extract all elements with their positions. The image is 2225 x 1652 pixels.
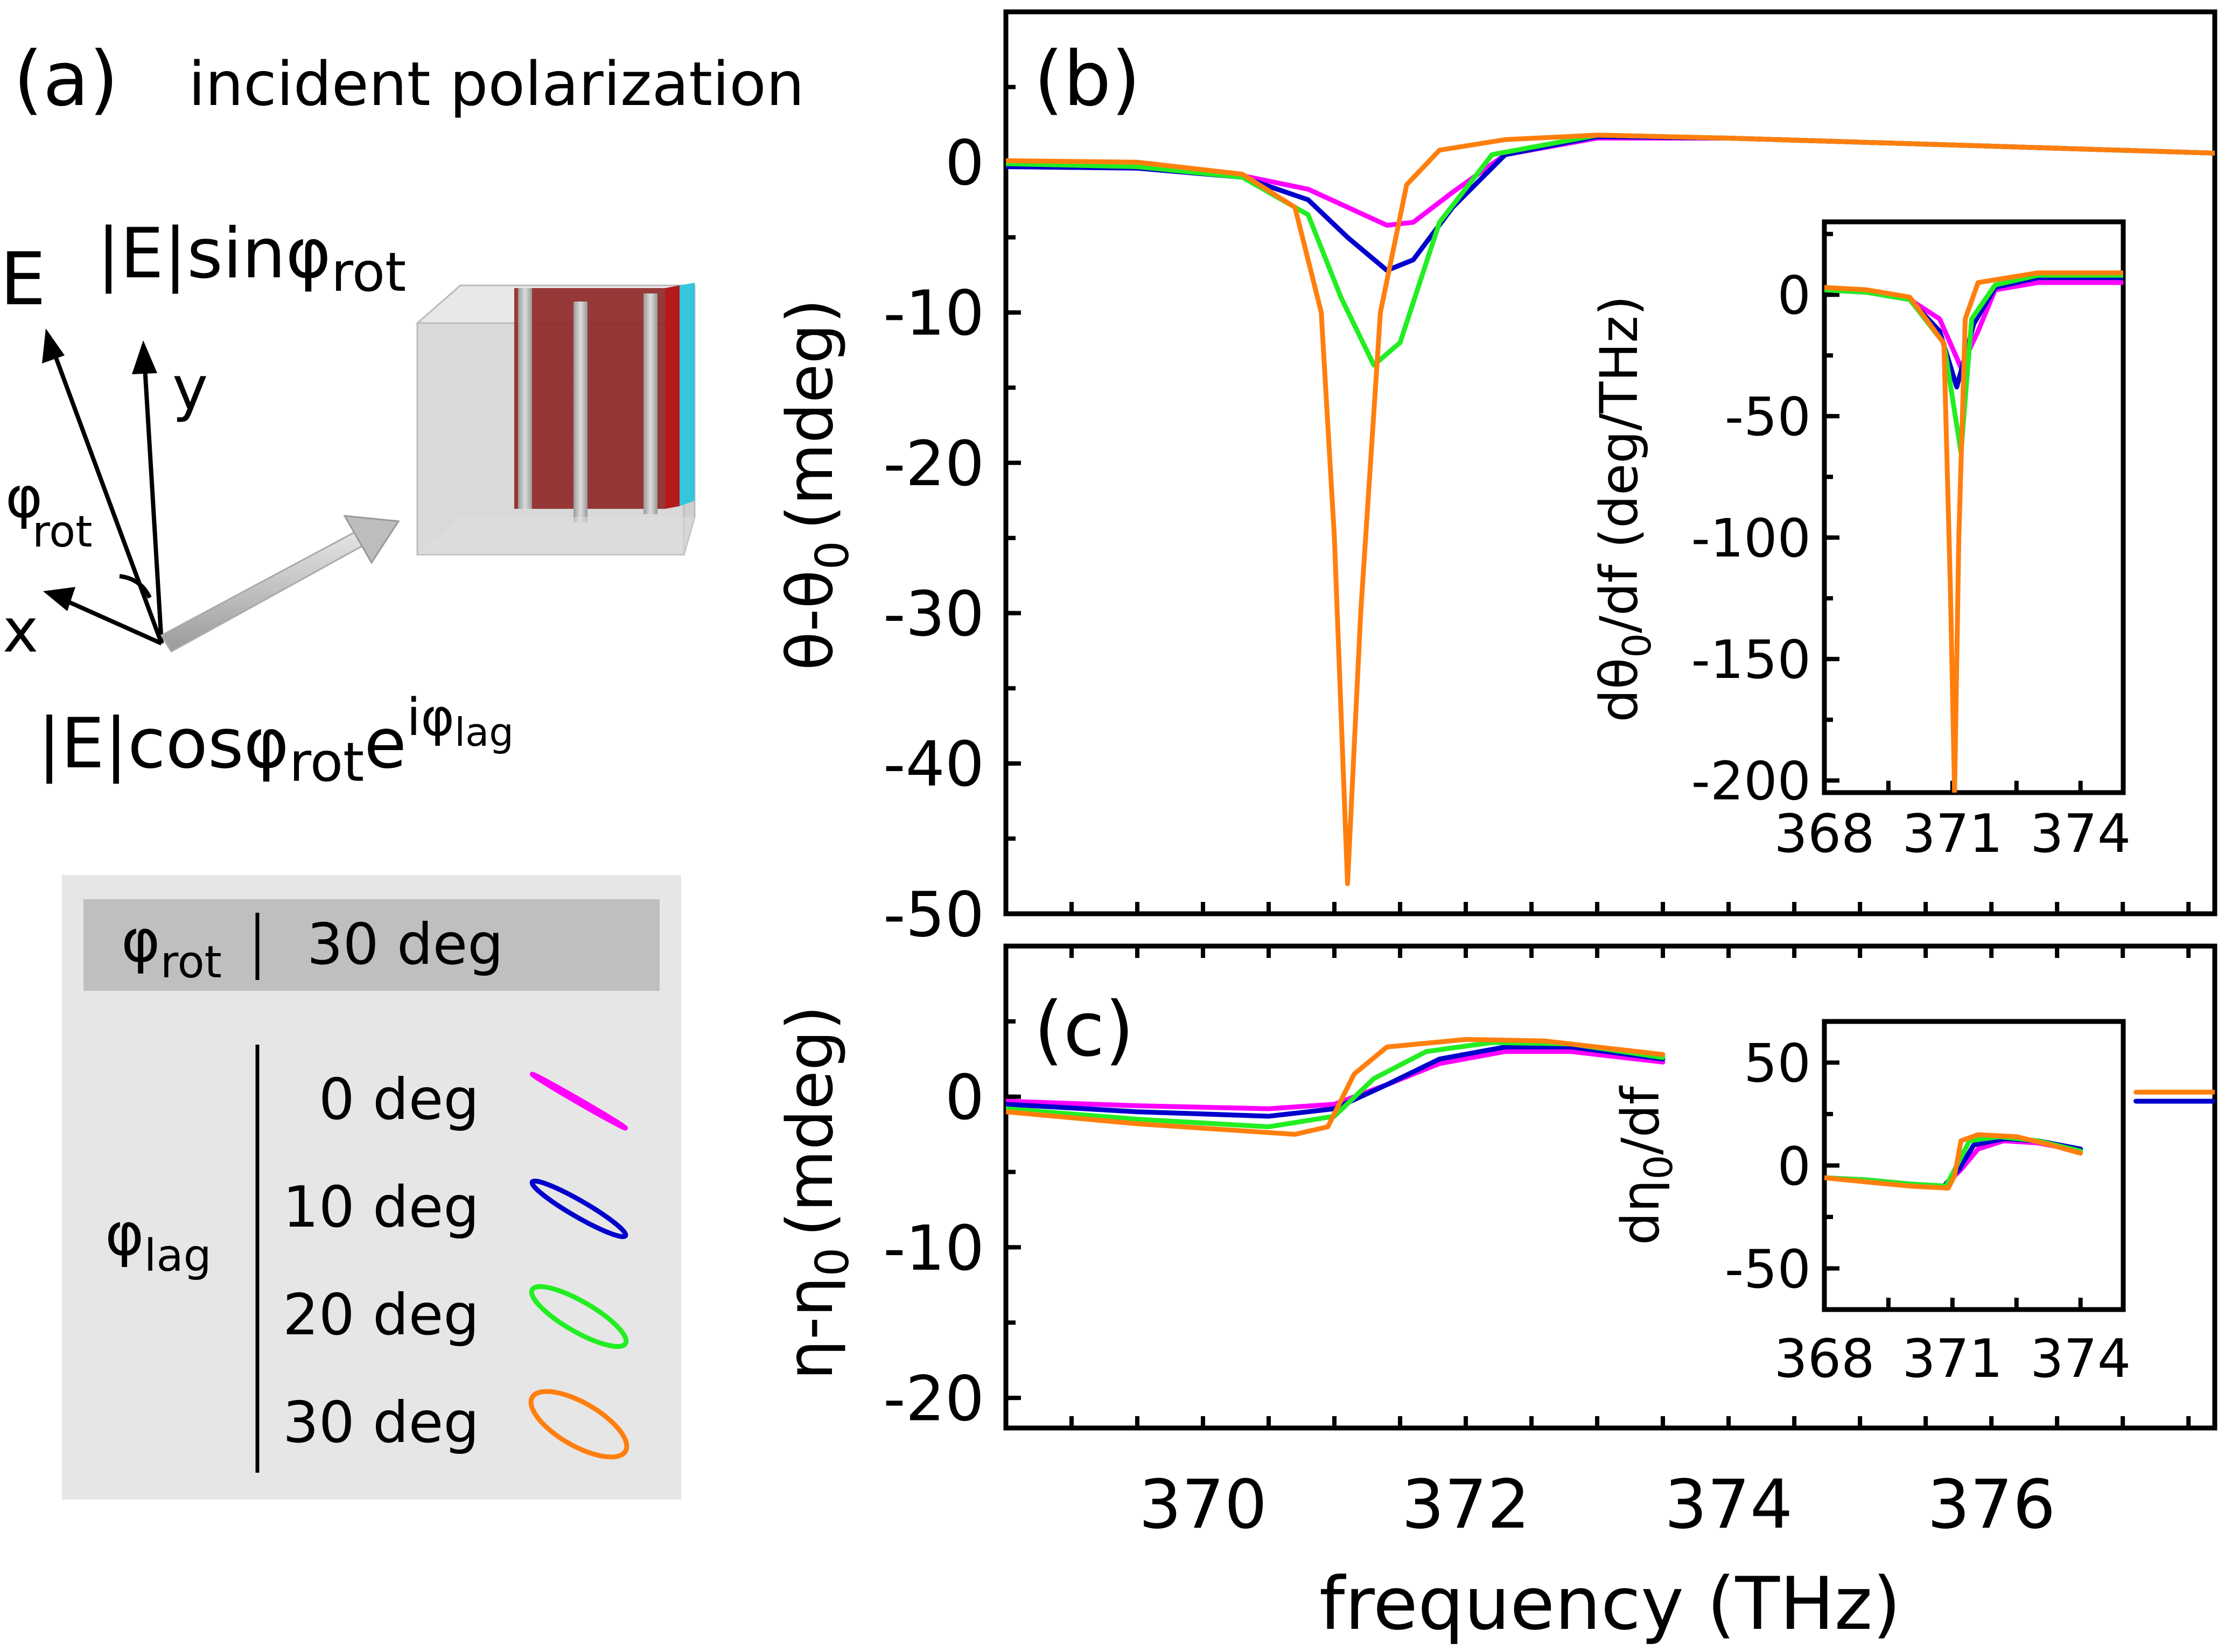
y-tick-label: -200 <box>1691 751 1811 813</box>
nanorod-1 <box>518 288 532 509</box>
x-axis-arrow <box>58 596 163 646</box>
panel-b-inset-frame <box>1822 219 2126 795</box>
series-30-deg <box>1824 1132 2083 1191</box>
e-vector-label: E <box>0 237 46 321</box>
panel-b-y-axis-label: θ-θ0(mdeg) <box>773 299 859 670</box>
e-cos-label: |E|cosφroteiφlag <box>38 688 514 794</box>
legend-phi-lag-label: φlag <box>105 1200 212 1282</box>
angle-arc <box>119 574 152 599</box>
legend-phi-rot-label: φrot <box>121 906 222 988</box>
incident-beam-arrow <box>160 515 400 653</box>
x-tick-label: 368 <box>1774 1328 1874 1390</box>
panel-c-inset-y-axis-label: dη0/df <box>1611 1085 1681 1245</box>
legend-rows: 0 deg 10 deg 20 deg 30 deg <box>283 1067 629 1460</box>
legend-phi-rot-value: 30 deg <box>307 912 503 977</box>
x-tick-label: 370 <box>1139 1466 1268 1544</box>
x-tick-label: 372 <box>1402 1466 1530 1544</box>
panel-c-inset-tick-labels: 50 0 -50 368 371 374 <box>1725 1033 2131 1390</box>
panel-a: (a) incident polarization E |E|sinφrot y… <box>0 36 804 1500</box>
series-30-deg <box>1006 132 2215 886</box>
panel-c-inset-series <box>1824 1132 2083 1191</box>
legend-row-label: 10 deg <box>283 1174 479 1240</box>
polarization-axes <box>42 328 164 646</box>
y-tick-label: 50 <box>1744 1033 1811 1095</box>
legend-polarization-ellipse <box>528 1389 629 1460</box>
x-tick-label: 371 <box>1902 1328 2003 1390</box>
y-tick-label: -10 <box>883 278 984 350</box>
nanorod-3 <box>643 293 657 514</box>
e-vector-arrow <box>49 344 164 645</box>
panel-b-inset-ticks <box>1822 232 2083 793</box>
panel-c-tick-labels: 0 -10 -20 370 372 374 376 <box>883 1062 2055 1544</box>
y-tick-label: 0 <box>1778 265 1811 327</box>
x-axis-label: x <box>3 596 38 666</box>
legend-row-label: 30 deg <box>283 1390 479 1455</box>
panel-a-title: incident polarization <box>188 50 804 120</box>
y-tick-label: 0 <box>945 1062 984 1134</box>
x-axis-title: frequency (THz) <box>1319 1562 1901 1646</box>
panel-b-y-tick-labels: 0 -10 -20 -30 -40 -50 <box>883 128 1021 951</box>
panel-c-y-axis-label: η-η0(mdeg) <box>773 1005 859 1380</box>
panel-c-ticks <box>1006 946 2191 1428</box>
panel-b: (b) 0 -10 -20 -30 -40 -50 θ-θ0(mdeg) 0 -50 -100… <box>773 9 2217 951</box>
substrate-layer <box>680 283 695 506</box>
series-30-deg <box>1006 1037 1666 1137</box>
y-axis-arrow <box>142 358 164 644</box>
panel-c-label: (c) <box>1034 986 1134 1074</box>
series-0-deg <box>1006 136 2215 228</box>
legend-row-label: 0 deg <box>319 1067 479 1132</box>
y-tick-label: -50 <box>1725 387 1811 448</box>
absorber-layer <box>514 288 665 509</box>
legend-polarization-ellipse <box>529 1178 628 1240</box>
sample-cube <box>415 283 696 556</box>
series-30-deg <box>1824 270 2123 793</box>
panel-c: (c) 0 -10 -20 370 372 374 376 η-η0(mdeg) frequ… <box>773 943 2217 1646</box>
legend-header-row <box>83 899 660 991</box>
y-tick-label: -50 <box>883 879 984 951</box>
x-tick-label: 368 <box>1774 803 1874 865</box>
y-tick-label: -150 <box>1691 629 1811 691</box>
panel-b-inset-y-axis-label: dθ0/df (deg/THz) <box>1589 296 1660 722</box>
x-tick-label: 376 <box>1927 1466 2056 1544</box>
legend-polarization-ellipse <box>529 1284 629 1349</box>
panel-c-frame <box>1003 943 2217 1431</box>
y-tick-label: -100 <box>1691 508 1811 570</box>
y-tick-label: -30 <box>883 578 984 650</box>
panel-c-inset-ticks <box>1822 1060 2083 1310</box>
x-tick-label: 374 <box>1664 1466 1793 1544</box>
legend-box: φrot 30 deg φlag 0 deg 10 deg 20 deg 30 deg <box>62 875 681 1500</box>
y-tick-label: -40 <box>883 729 984 801</box>
panel-b-series <box>1006 132 2215 886</box>
series-10-deg <box>1006 1044 1666 1119</box>
x-tick-label: 371 <box>1902 803 2003 865</box>
phi-rot-label: φ rot <box>5 465 92 557</box>
e-vector-arrowhead <box>42 328 65 363</box>
y-tick-label: -20 <box>883 1363 984 1435</box>
y-tick-label: -20 <box>883 428 984 500</box>
nanorod-2 <box>573 302 587 522</box>
absorber-edge <box>665 285 680 509</box>
panel-b-label: (b) <box>1034 36 1141 123</box>
panel-c-series <box>1006 1037 2215 1137</box>
panel-b-inset-series <box>1824 270 2123 793</box>
y-tick-label: 0 <box>945 128 984 200</box>
series-20-deg <box>1006 1040 1666 1130</box>
y-tick-label: 0 <box>1778 1136 1811 1198</box>
panel-a-label: (a) <box>13 36 118 123</box>
legend-polarization-ellipse <box>529 1072 628 1131</box>
legend-row-label: 20 deg <box>283 1282 479 1348</box>
y-axis-arrowhead <box>132 340 157 374</box>
x-tick-label: 374 <box>2030 803 2131 865</box>
x-axis-arrowhead <box>43 587 75 611</box>
y-tick-label: -50 <box>1725 1239 1811 1300</box>
y-axis-label: y <box>172 354 208 424</box>
x-tick-label: 374 <box>2030 1328 2131 1390</box>
e-sin-label: |E|sinφrot <box>97 214 406 304</box>
y-tick-label: -10 <box>883 1213 984 1285</box>
